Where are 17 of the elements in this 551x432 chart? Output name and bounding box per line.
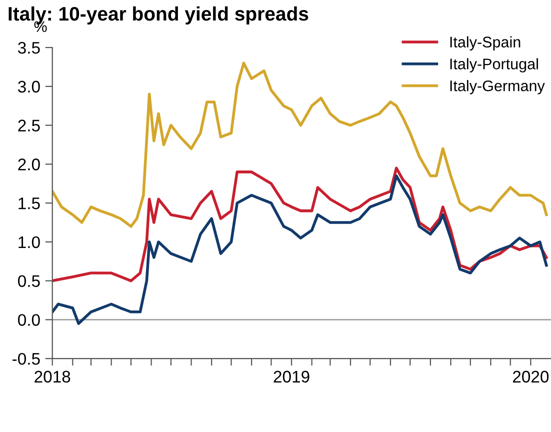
y-tick-label: 3.0 bbox=[18, 80, 40, 93]
x-tick-label: 2019 bbox=[274, 370, 310, 383]
y-tick-label: -0.5 bbox=[12, 352, 40, 365]
line-series bbox=[52, 166, 548, 282]
y-tick-label: 0.5 bbox=[18, 275, 40, 288]
y-tick-label: 3.5 bbox=[18, 42, 40, 54]
y-tick-label: 1.0 bbox=[18, 236, 40, 248]
y-tick-label: 1.5 bbox=[18, 198, 40, 210]
line-series bbox=[52, 174, 548, 325]
y-tick-label: 2.5 bbox=[18, 120, 40, 132]
legend-label: Italy-Portugal bbox=[450, 58, 538, 72]
legend-label: Italy-Germany bbox=[450, 80, 545, 94]
y-tick-label: 2.0 bbox=[18, 158, 40, 170]
x-tick-label: 2020 bbox=[512, 370, 549, 383]
x-tick-label: 2018 bbox=[34, 370, 70, 383]
y-tick-label: 0.0 bbox=[18, 314, 40, 326]
legend-label: Italy-Spain bbox=[450, 36, 520, 51]
